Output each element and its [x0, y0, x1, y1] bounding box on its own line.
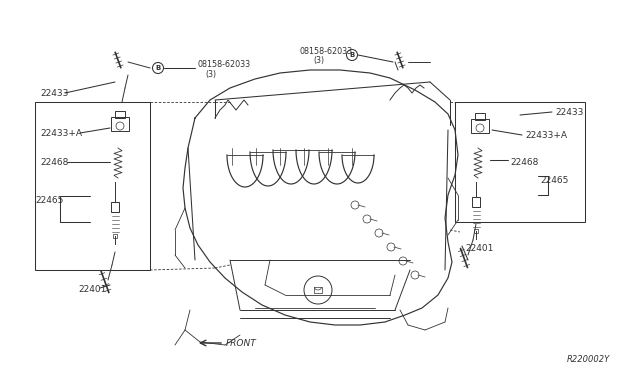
Text: 22433: 22433	[40, 89, 68, 97]
Text: 22465: 22465	[35, 196, 63, 205]
Text: 22433+A: 22433+A	[525, 131, 567, 140]
Text: (3): (3)	[205, 70, 216, 78]
Text: 22468: 22468	[510, 157, 538, 167]
Text: 08158-62033: 08158-62033	[300, 46, 353, 55]
Text: 22468: 22468	[40, 157, 68, 167]
Bar	[314, 287, 322, 293]
Bar	[475, 113, 485, 120]
Bar	[35, 102, 150, 270]
Text: 22401: 22401	[465, 244, 493, 253]
Text: B: B	[156, 65, 161, 71]
Text: 22465: 22465	[540, 176, 568, 185]
Text: 22401: 22401	[78, 285, 106, 295]
Bar	[111, 202, 119, 212]
Text: B: B	[349, 52, 355, 58]
Bar	[111, 117, 129, 131]
Text: R220002Y: R220002Y	[567, 356, 610, 365]
Text: 22433+A: 22433+A	[40, 128, 82, 138]
Text: 08158-62033: 08158-62033	[197, 60, 250, 68]
Bar	[471, 119, 489, 133]
Bar	[115, 111, 125, 118]
Text: (3): (3)	[313, 55, 324, 64]
Bar	[455, 102, 585, 222]
Bar	[113, 234, 117, 237]
Text: FRONT: FRONT	[226, 339, 257, 347]
Bar	[472, 197, 480, 207]
Text: 22433: 22433	[555, 108, 584, 116]
Bar	[474, 229, 478, 233]
